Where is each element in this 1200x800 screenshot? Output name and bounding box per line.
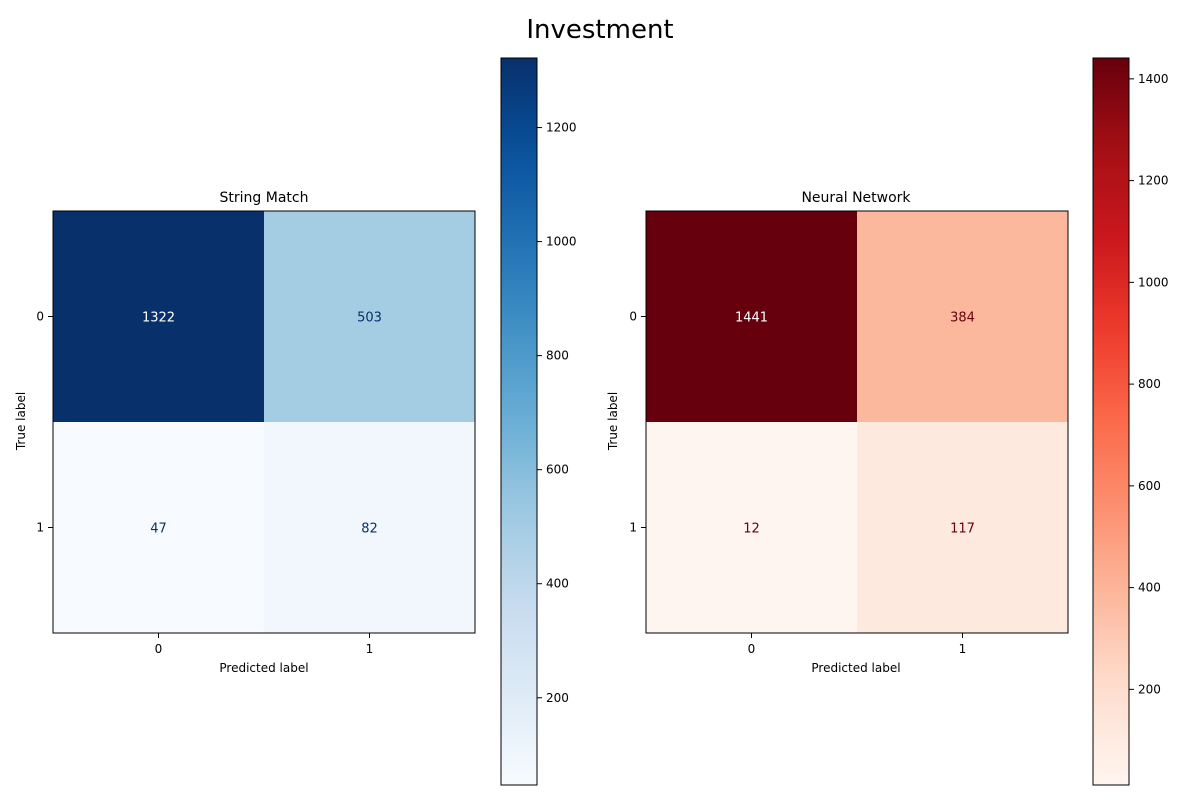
- confusion-matrix-neural-network: Neural Network Predicted label True labe…: [606, 57, 1169, 786]
- y-tick-label: 0: [36, 310, 44, 324]
- colorbar-tick-label: 1200: [546, 121, 577, 135]
- matrix-frame: [645, 210, 1069, 634]
- colorbar-tick-label: 1400: [1138, 72, 1169, 86]
- colorbar-tick-label: 1000: [1138, 275, 1169, 289]
- matrix-frame: [52, 210, 476, 634]
- figure-title: Investment: [526, 15, 673, 45]
- cell-value-0-1: 384: [950, 311, 975, 326]
- colorbar: [500, 57, 538, 786]
- panel-title: Neural Network: [801, 190, 911, 206]
- cell-0-0: [646, 211, 857, 422]
- cell-value-1-0: 12: [743, 522, 760, 537]
- cell-value-0-0: 1322: [142, 311, 175, 326]
- y-tick-label: 1: [629, 521, 637, 535]
- colorbar-tick-label: 800: [1138, 377, 1161, 391]
- x-tick-label: 0: [155, 642, 163, 656]
- cell-1-1: [264, 422, 475, 633]
- cell-value-0-1: 503: [357, 311, 382, 326]
- y-tick-label: 0: [629, 310, 637, 324]
- colorbar-tick-label: 1000: [546, 235, 577, 249]
- cell-1-0: [53, 422, 264, 633]
- y-axis-label: True label: [14, 392, 28, 451]
- colorbar-tick-label: 800: [546, 349, 569, 363]
- colorbar-tick-label: 200: [546, 691, 569, 705]
- confusion-matrix-string-match: String Match Predicted label True label …: [14, 57, 577, 786]
- colorbar-tick-label: 200: [1138, 682, 1161, 696]
- colorbar-tick-label: 600: [1138, 479, 1161, 493]
- colorbar-tick-label: 400: [1138, 581, 1161, 595]
- y-axis-label: True label: [606, 392, 620, 451]
- cell-value-1-1: 82: [361, 522, 378, 537]
- panel-title: String Match: [220, 190, 309, 206]
- x-axis-label: Predicted label: [811, 661, 900, 675]
- colorbar-tick-label: 600: [546, 463, 569, 477]
- colorbar-tick-label: 400: [546, 577, 569, 591]
- cell-value-0-0: 1441: [735, 311, 768, 326]
- x-tick-label: 0: [748, 642, 756, 656]
- x-axis-label: Predicted label: [219, 661, 308, 675]
- cell-value-1-1: 117: [950, 522, 975, 537]
- cell-0-1: [857, 211, 1068, 422]
- y-tick-label: 1: [36, 521, 44, 535]
- cell-1-0: [646, 422, 857, 633]
- colorbar-tick-label: 1200: [1138, 174, 1169, 188]
- x-tick-label: 1: [959, 642, 967, 656]
- x-tick-label: 1: [366, 642, 374, 656]
- cell-0-0: [53, 211, 264, 422]
- cell-1-1: [857, 422, 1068, 633]
- colorbar: [1092, 57, 1130, 786]
- cell-0-1: [264, 211, 475, 422]
- cell-value-1-0: 47: [150, 522, 167, 537]
